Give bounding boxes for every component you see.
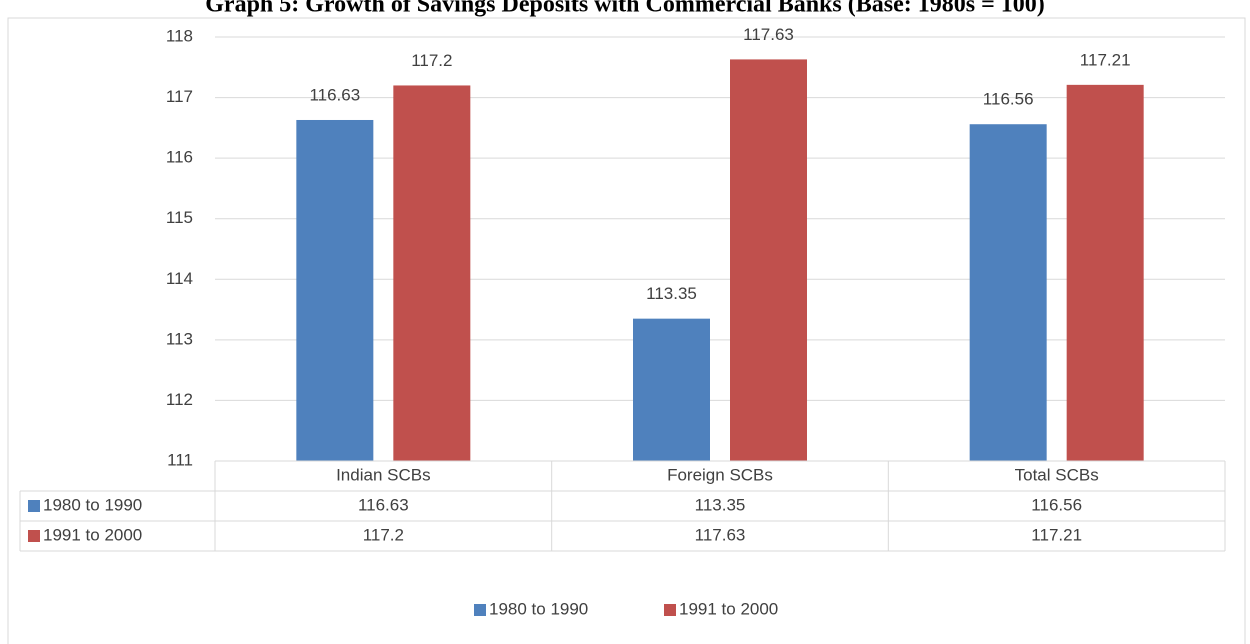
x-tick-label: Foreign SCBs: [667, 465, 773, 484]
table-cell: 117.63: [695, 525, 746, 544]
table-legend-key: [28, 500, 40, 512]
chart: Graph 5: Growth of Savings Deposits with…: [0, 0, 1250, 644]
table-cell: 117.2: [363, 525, 404, 544]
table-cell: 116.56: [1031, 495, 1082, 514]
bar: [730, 59, 807, 461]
y-tick-label: 111: [167, 450, 193, 469]
data-label: 113.35: [646, 284, 697, 303]
data-label: 117.21: [1080, 50, 1131, 69]
table-series-name: 1991 to 2000: [43, 525, 142, 544]
legend-key: [474, 604, 486, 616]
data-label: 116.63: [309, 85, 360, 104]
table-cell: 117.21: [1031, 525, 1082, 544]
legend-label: 1991 to 2000: [679, 599, 778, 618]
page: {"chart_data": {"type": "bar", "title": …: [0, 0, 1250, 644]
x-tick-label: Total SCBs: [1015, 465, 1099, 484]
chart-title: Graph 5: Growth of Savings Deposits with…: [205, 0, 1044, 18]
chart-border: [8, 18, 1245, 644]
y-tick-label: 117: [166, 87, 193, 106]
x-tick-label: Indian SCBs: [336, 465, 431, 484]
bar: [393, 85, 470, 461]
bar: [970, 124, 1047, 461]
table-series-name: 1980 to 1990: [43, 495, 142, 514]
y-tick-label: 115: [166, 208, 193, 227]
bar: [633, 319, 710, 461]
y-tick-label: 114: [166, 269, 193, 288]
data-label: 116.56: [983, 90, 1034, 109]
y-tick-label: 112: [166, 390, 193, 409]
table-legend-key: [28, 530, 40, 542]
table-cell: 113.35: [695, 495, 746, 514]
table-cell: 116.63: [358, 495, 409, 514]
y-tick-label: 113: [166, 329, 193, 348]
legend-label: 1980 to 1990: [489, 599, 588, 618]
bar: [296, 120, 373, 461]
data-label: 117.2: [411, 51, 452, 70]
legend-key: [664, 604, 676, 616]
y-tick-label: 116: [166, 148, 193, 167]
bar: [1067, 85, 1144, 461]
y-tick-label: 118: [166, 26, 193, 45]
data-label: 117.63: [743, 25, 794, 44]
